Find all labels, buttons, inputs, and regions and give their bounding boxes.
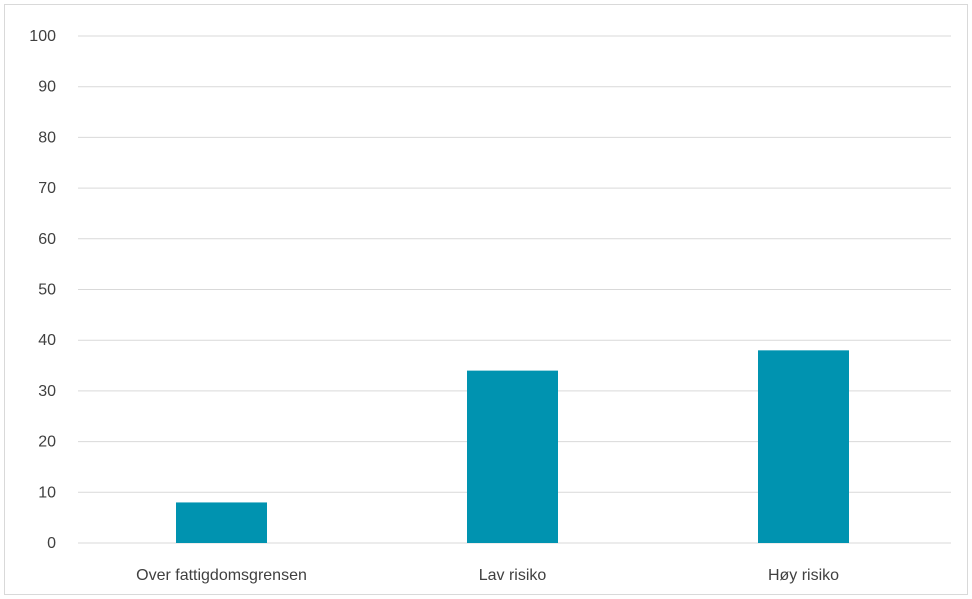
x-axis-category-labels: Over fattigdomsgrensen Lav risiko Høy risi… bbox=[136, 567, 839, 584]
y-tick-label: 100 bbox=[29, 28, 56, 45]
bars bbox=[176, 350, 849, 543]
y-tick-label: 90 bbox=[38, 79, 56, 96]
x-category-label: Høy risiko bbox=[768, 567, 839, 584]
y-tick-label: 80 bbox=[38, 129, 56, 146]
bar-2 bbox=[467, 370, 558, 543]
y-tick-label: 20 bbox=[38, 434, 56, 451]
y-tick-label: 30 bbox=[38, 383, 56, 400]
bar-1 bbox=[176, 502, 267, 543]
x-category-label: Over fattigdomsgrensen bbox=[136, 567, 307, 584]
x-category-label: Lav risiko bbox=[479, 567, 547, 584]
y-axis-tick-labels: 0 10 20 30 40 50 60 70 80 90 100 bbox=[29, 28, 56, 552]
y-tick-label: 10 bbox=[38, 484, 56, 501]
y-tick-label: 70 bbox=[38, 180, 56, 197]
y-tick-label: 60 bbox=[38, 231, 56, 248]
y-tick-label: 40 bbox=[38, 332, 56, 349]
y-tick-label: 0 bbox=[47, 535, 56, 552]
y-tick-label: 50 bbox=[38, 282, 56, 299]
bar-3 bbox=[758, 350, 849, 543]
